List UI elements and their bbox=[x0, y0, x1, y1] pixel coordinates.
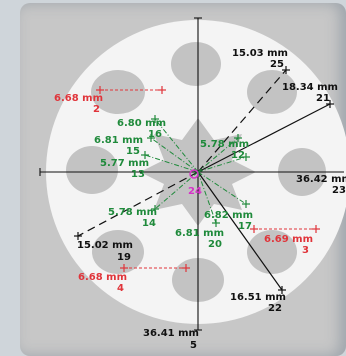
radius-20 bbox=[197, 171, 217, 224]
label-17-id: 17 bbox=[238, 221, 252, 232]
label-19-id: 19 bbox=[117, 252, 131, 263]
label-14-id: 14 bbox=[142, 218, 156, 229]
label-15-value[interactable]: 6.81 mm bbox=[94, 135, 143, 146]
black-radial-lines bbox=[77, 69, 331, 291]
label-21-id: 21 bbox=[316, 93, 330, 104]
hole bbox=[66, 146, 118, 194]
label-16-id: 16 bbox=[148, 129, 162, 140]
red-lines bbox=[100, 89, 316, 269]
radius-13 bbox=[144, 154, 199, 173]
label-3-id: 3 bbox=[302, 245, 309, 256]
label-25-value[interactable]: 15.03 mm bbox=[232, 48, 288, 59]
label-17-value[interactable]: 6.82 mm bbox=[204, 210, 253, 221]
label-5-id: 5 bbox=[190, 340, 197, 351]
radius-12b bbox=[197, 137, 239, 173]
hole bbox=[91, 70, 145, 114]
label-15-id: 15 bbox=[126, 146, 140, 157]
hole bbox=[171, 42, 221, 86]
label-4-value[interactable]: 6.68 mm bbox=[78, 272, 127, 283]
label-2-id: 2 bbox=[93, 104, 100, 115]
label-22-value[interactable]: 16.51 mm bbox=[230, 292, 286, 303]
label-12-value[interactable]: 5.78 mm bbox=[200, 139, 249, 150]
label-13-id: 13 bbox=[131, 169, 145, 180]
label-21-value[interactable]: 18.34 mm bbox=[282, 82, 338, 93]
label-16-value[interactable]: 6.80 mm bbox=[117, 118, 166, 129]
radius-16 bbox=[154, 118, 199, 173]
radius-14 bbox=[154, 171, 199, 210]
dashed-radius-19 bbox=[77, 171, 199, 237]
label-23-value[interactable]: 36.42 mm bbox=[296, 174, 346, 185]
label-19-value[interactable]: 15.02 mm bbox=[77, 240, 133, 251]
label-3-value[interactable]: 6.69 mm bbox=[264, 234, 313, 245]
hole bbox=[247, 230, 297, 274]
label-2-value[interactable]: 6.68 mm bbox=[54, 93, 103, 104]
center-marker[interactable] bbox=[189, 169, 199, 179]
label-23-id: 23 bbox=[332, 185, 346, 196]
label-13-value[interactable]: 5.77 mm bbox=[100, 158, 149, 169]
hole bbox=[92, 230, 144, 274]
label-14-value[interactable]: 5.78 mm bbox=[108, 207, 157, 218]
center-marker-label: 24 bbox=[188, 186, 202, 197]
hole bbox=[247, 70, 297, 114]
measurement-labels: 6.68 mm 2 15.03 mm 25 18.34 mm 21 6.80 m… bbox=[54, 48, 346, 351]
radius-22 bbox=[197, 171, 283, 291]
dashed-radius-25 bbox=[197, 69, 287, 173]
label-20-id: 20 bbox=[208, 239, 222, 250]
label-5-value[interactable]: 36.41 mm bbox=[143, 328, 199, 339]
label-20-value[interactable]: 6.81 mm bbox=[175, 228, 224, 239]
radius-21 bbox=[197, 103, 331, 173]
label-22-id: 22 bbox=[268, 303, 282, 314]
label-12-id: 12 bbox=[231, 150, 245, 161]
radius-12 bbox=[197, 156, 247, 173]
label-4-id: 4 bbox=[117, 283, 124, 294]
endpoint-markers bbox=[74, 66, 334, 294]
green-radial-lines bbox=[144, 118, 247, 224]
label-25-id: 25 bbox=[270, 59, 284, 70]
